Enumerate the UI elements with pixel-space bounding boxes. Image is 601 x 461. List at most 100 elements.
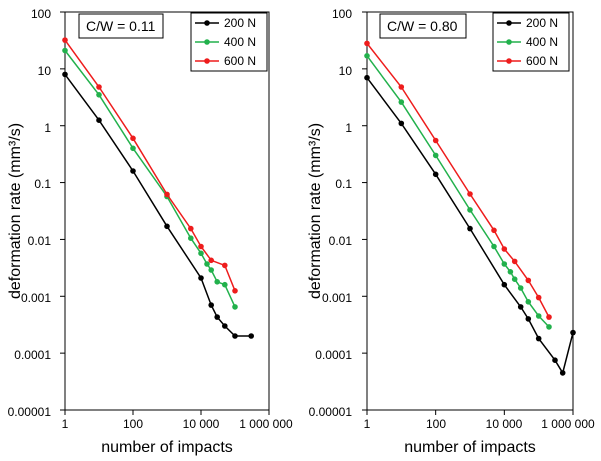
data-point-200n [559,370,566,376]
data-point-200n [96,117,102,123]
data-point-600n [467,191,473,197]
data-point-400n [467,207,473,213]
tick-marks [362,11,574,415]
cw-annotation-box [379,13,467,39]
legend-label-600n: 600 N [224,54,256,68]
data-point-600n [511,258,518,265]
x-tick-label: 1 [62,417,69,431]
data-point-400n [546,324,552,330]
data-point-400n [432,152,439,159]
y-tick-label: 0.0001 [14,348,51,362]
data-point-200n [232,333,238,339]
x-axis-label: number of impacts [101,439,233,456]
legend: 200 N 400 N 600 N [492,12,570,72]
data-point-400n [214,279,220,285]
y-tick-label: 0.01 [28,234,52,248]
data-point-200n [198,275,204,281]
data-point-200n [248,333,254,339]
data-point-400n [511,276,518,283]
legend: 200 N 400 N 600 N [190,12,268,72]
data-point-600n [491,227,497,234]
y-tick-label: 0.1 [335,177,352,191]
legend-marker-200n [204,20,210,26]
plot-area-frame [64,11,270,411]
data-point-400n [222,281,228,288]
data-point-200n [398,120,405,127]
data-point-400n [188,235,194,241]
data-point-400n [535,313,542,319]
data-point-200n [214,314,220,320]
data-point-400n [491,243,497,250]
y-tick-label: 0.00001 [309,405,353,419]
legend-marker-600n [506,58,512,64]
x-axis-label: number of impacts [404,439,536,456]
chart-cw-011: 0.00001 0.0001 0.001 0.01 0.1 1 10 100 1… [7,7,293,456]
y-tick-label: 0.001 [21,291,51,305]
cw-annotation: C/W = 0.80 [387,18,458,34]
series-line-200n [64,73,252,337]
legend-label-200n: 200 N [526,16,558,30]
data-point-400n [62,47,68,54]
legend-label-600n: 600 N [526,54,558,68]
data-point-200n [62,71,68,78]
series-line-400n [366,55,550,328]
legend-label-200n: 200 N [224,16,256,30]
y-tick-label: 10 [38,64,52,78]
data-point-600n [546,314,552,320]
y-tick-label: 0.0001 [315,348,352,362]
legend-marker-400n [204,39,210,45]
data-point-200n [467,225,473,232]
data-point-400n [232,304,238,310]
series-line-600n [64,39,236,292]
series-layer [62,37,254,339]
cw-annotation-box [78,13,164,39]
data-point-600n [232,288,238,294]
series-line-600n [366,42,550,318]
x-tick-label: 100 [123,417,143,431]
y-axis-label: deformation rate (mm³/s) [7,123,24,299]
data-point-600n [198,243,204,250]
data-point-400n [208,267,214,273]
data-point-400n [204,261,210,267]
cw-annotation: C/W = 0.11 [86,18,156,34]
legend-label-400n: 400 N [526,35,558,49]
tick-marks [60,11,270,415]
legend-label-400n: 400 N [224,35,256,49]
x-tick-label: 10 000 [183,417,220,431]
data-point-200n [164,223,170,230]
x-tick-label: 1 000 000 [541,417,595,431]
data-point-400n [501,261,508,267]
y-tick-label: 0.1 [34,177,51,191]
y-tick-label: 100 [31,7,51,21]
data-point-200n [525,316,532,322]
data-point-600n [96,84,102,90]
data-point-600n [62,37,68,43]
y-axis-label: deformation rate (mm³/s) [307,123,324,299]
data-point-400n [96,92,102,98]
y-tick-label: 10 [339,64,353,78]
data-point-600n [432,137,439,144]
y-tick-label: 1 [345,121,352,135]
x-tick-label: 1 000 000 [239,417,293,431]
data-point-200n [432,171,439,178]
data-point-200n [364,74,370,81]
data-point-200n [501,281,508,288]
x-tick-labels: 1 100 10 000 1 000 000 [62,417,293,431]
y-tick-labels: 0.00001 0.0001 0.001 0.01 0.1 1 10 100 [8,7,52,419]
data-point-400n [517,285,524,291]
data-point-600n [130,135,136,142]
data-point-200n [222,323,228,329]
data-point-600n [525,277,532,284]
legend-marker-200n [506,20,512,26]
y-tick-labels: 0.00001 0.0001 0.001 0.01 0.1 1 10 100 [309,7,353,419]
legend-marker-600n [204,58,210,64]
plot-area-frame [366,11,574,411]
data-point-600n [188,225,194,232]
legend-marker-400n [506,39,512,45]
data-point-600n [501,246,508,252]
data-point-400n [398,99,405,105]
data-point-400n [130,145,136,152]
data-point-600n [364,40,370,47]
x-tick-label: 100 [426,417,446,431]
